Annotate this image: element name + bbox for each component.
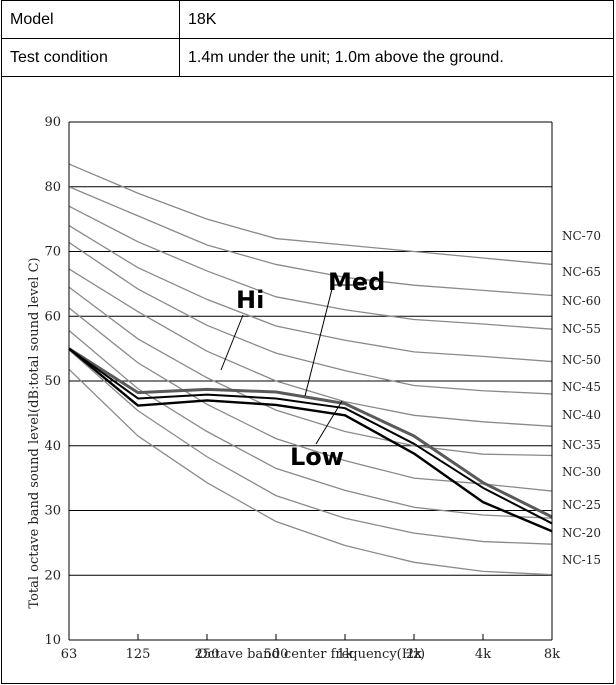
x-tick-label: 1k	[337, 647, 353, 662]
nc-curves	[68, 163, 553, 576]
condition-value: 1.4m under the unit; 1.0m above the grou…	[179, 38, 614, 77]
nc-curve	[68, 241, 553, 395]
nc-curve	[68, 329, 553, 519]
nc-label: NC-40	[562, 408, 601, 422]
y-tick-label: 60	[44, 309, 61, 324]
grid-lines	[69, 121, 552, 641]
annotation-hi: Hi	[236, 286, 264, 314]
model-value: 18K	[179, 0, 614, 39]
y-tick-label: 80	[44, 180, 61, 195]
nc-curve	[68, 286, 553, 457]
nc-chart: 10 20 30 40 50 60 70 80 90 63 125 250 500 1k 2k 4k 8k NC-…	[27, 115, 601, 662]
leader-line-hi	[220, 314, 244, 371]
nc-curve	[68, 268, 553, 427]
x-tick-label: 63	[61, 647, 78, 662]
x-tick-label: 4k	[475, 647, 491, 662]
nc-curve	[68, 163, 553, 266]
nc-curve	[68, 205, 553, 330]
leader-line-med	[304, 284, 364, 397]
nc-curve	[68, 368, 553, 576]
nc-curve	[68, 349, 553, 545]
nc-label: NC-45	[562, 380, 601, 394]
y-tick-label: 30	[44, 504, 61, 519]
nc-label: NC-50	[562, 353, 601, 367]
y-tick-label: 40	[44, 439, 61, 454]
series-line	[68, 347, 553, 533]
y-tick-label: 70	[44, 245, 61, 260]
x-tick-label: 8k	[544, 647, 560, 662]
y-tick-label: 50	[44, 374, 61, 389]
axes: 10 20 30 40 50 60 70 80 90 63 125 250 500 1k 2k 4k 8k NC-…	[44, 115, 601, 662]
nc-label: NC-15	[562, 553, 601, 567]
y-axis-label: Total octave band sound level(dB:total s…	[27, 257, 42, 608]
nc-label: NC-70	[562, 229, 601, 243]
nc-label: NC-25	[562, 498, 601, 512]
x-tick-label: 500	[264, 647, 289, 662]
nc-curve	[68, 186, 553, 297]
annotation-low: Low	[290, 443, 344, 471]
series-line	[68, 347, 553, 519]
nc-label: NC-35	[562, 438, 601, 452]
x-axis-label: Octave band center frequency(Hz)	[197, 647, 425, 662]
nc-label: NC-60	[562, 294, 601, 308]
spec-row-condition: Test condition 1.4m under the unit; 1.0m…	[1, 38, 614, 77]
nc-label: NC-20	[562, 526, 601, 540]
spec-table: Model 18K Test condition 1.4m under the …	[1, 0, 614, 77]
y-tick-label: 10	[44, 633, 61, 648]
spec-row-model: Model 18K	[1, 0, 614, 39]
x-tick-label: 125	[126, 647, 151, 662]
annotation-med: Med	[328, 268, 385, 296]
condition-label: Test condition	[1, 38, 180, 77]
annotations: Hi Med Low	[220, 268, 385, 471]
series-line	[68, 347, 553, 525]
nc-label: NC-55	[562, 322, 601, 336]
nc-curve	[68, 307, 553, 492]
x-tick-label: 2k	[406, 647, 422, 662]
x-tick-label: 250	[195, 647, 220, 662]
leader-line-low	[315, 400, 343, 445]
data-series	[68, 347, 553, 533]
y-tick-label: 90	[44, 115, 61, 130]
nc-label: NC-30	[562, 465, 601, 479]
y-tick-label: 20	[44, 568, 61, 583]
model-label: Model	[1, 0, 180, 39]
nc-curve	[68, 225, 553, 363]
nc-label: NC-65	[562, 265, 601, 279]
